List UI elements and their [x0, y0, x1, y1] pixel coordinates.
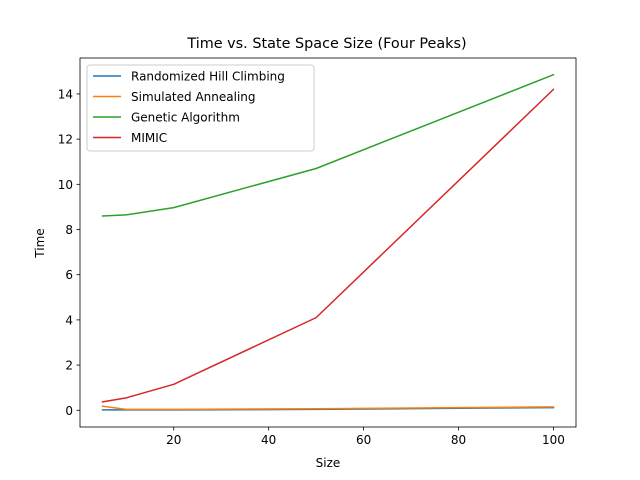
series-line-simulated-annealing	[101, 405, 555, 411]
x-tick-label: 40	[261, 433, 276, 447]
y-tick-label: 10	[58, 178, 73, 192]
y-tick-label: 14	[58, 87, 73, 101]
x-tick-label: 100	[542, 433, 565, 447]
x-tick-label: 60	[356, 433, 371, 447]
legend-label: MIMIC	[131, 131, 167, 145]
legend: Randomized Hill Climbing Simulated Anneal…	[86, 64, 315, 152]
y-tick-label: 0	[65, 404, 73, 418]
legend-label: Randomized Hill Climbing	[131, 70, 285, 84]
series-line-genetic-algorithm	[101, 73, 555, 217]
y-axis-label: Time	[33, 228, 47, 258]
legend-label: Simulated Annealing	[131, 90, 256, 104]
y-tick-label: 12	[58, 133, 73, 147]
x-tick-label: 80	[451, 433, 466, 447]
plot-frame	[79, 57, 577, 428]
plot-lines	[101, 73, 555, 411]
y-tick-label: 4	[65, 313, 73, 327]
axis-ticks: 20 40 60 80 100 0 2 4 6 8 10 12 14	[58, 87, 565, 447]
y-tick-label: 6	[65, 268, 73, 282]
x-axis-label: Size	[316, 456, 341, 470]
series-line-mimic	[101, 88, 555, 403]
chart-title: Time vs. State Space Size (Four Peaks)	[186, 36, 466, 52]
y-tick-label: 8	[65, 223, 73, 237]
legend-box	[86, 64, 315, 152]
x-tick-label: 20	[166, 433, 181, 447]
y-tick-label: 2	[65, 359, 73, 373]
legend-label: Genetic Algorithm	[131, 111, 240, 125]
